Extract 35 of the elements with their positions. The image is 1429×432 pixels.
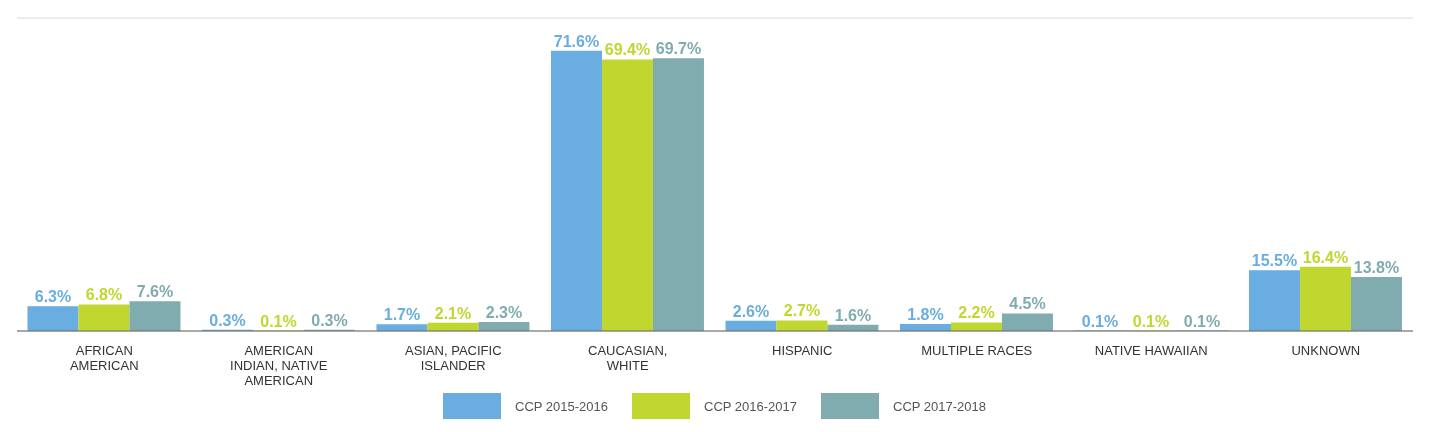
data-label: 15.5%: [1251, 252, 1298, 270]
data-label: 2.3%: [485, 304, 523, 321]
data-label: 1.7%: [383, 306, 421, 324]
data-label: 0.3%: [209, 311, 246, 329]
data-label: 2.7%: [783, 302, 821, 320]
data-label: 0.1%: [1081, 312, 1119, 330]
legend-label: CCP 2016-2017: [704, 398, 797, 414]
data-label: 2.2%: [958, 304, 995, 322]
data-label: 2.1%: [434, 304, 472, 322]
data-label: 1.6%: [834, 306, 872, 324]
data-label: 6.8%: [85, 286, 123, 304]
data-label: 1.8%: [907, 305, 944, 323]
data-label: 0.1%: [1183, 312, 1221, 330]
data-label: 0.1%: [1132, 312, 1170, 330]
x-tick-label: AFRICAN AMERICAN: [69, 343, 139, 373]
data-label: 0.1%: [260, 312, 297, 330]
x-tick-label: AMERICAN INDIAN, NATIVE AMERICAN: [230, 343, 328, 388]
legend-label: CCP 2015-2016: [515, 398, 608, 414]
data-label: 69.4%: [604, 41, 651, 59]
x-tick-label: CAUCASIAN, WHITE: [588, 343, 668, 373]
x-tick-label: ASIAN, PACIFIC ISLANDER: [404, 343, 502, 373]
data-label: 0.3%: [311, 311, 348, 329]
data-label: 7.6%: [136, 283, 174, 301]
data-label: 6.3%: [34, 288, 72, 306]
data-label: 4.5%: [1009, 295, 1046, 313]
x-tick-label: NATIVE HAWAIIAN: [1094, 343, 1208, 358]
data-label: 16.4%: [1302, 248, 1349, 266]
data-label: 71.6%: [553, 32, 600, 50]
data-label: 69.7%: [655, 40, 702, 58]
legend-label: CCP 2017-2018: [893, 398, 986, 414]
x-tick-label: HISPANIC: [772, 343, 833, 358]
x-tick-label: MULTIPLE RACES: [921, 343, 1033, 358]
x-tick-label: UNKNOWN: [1291, 343, 1361, 358]
data-label: 2.6%: [732, 302, 770, 320]
data-label: 13.8%: [1353, 259, 1400, 277]
